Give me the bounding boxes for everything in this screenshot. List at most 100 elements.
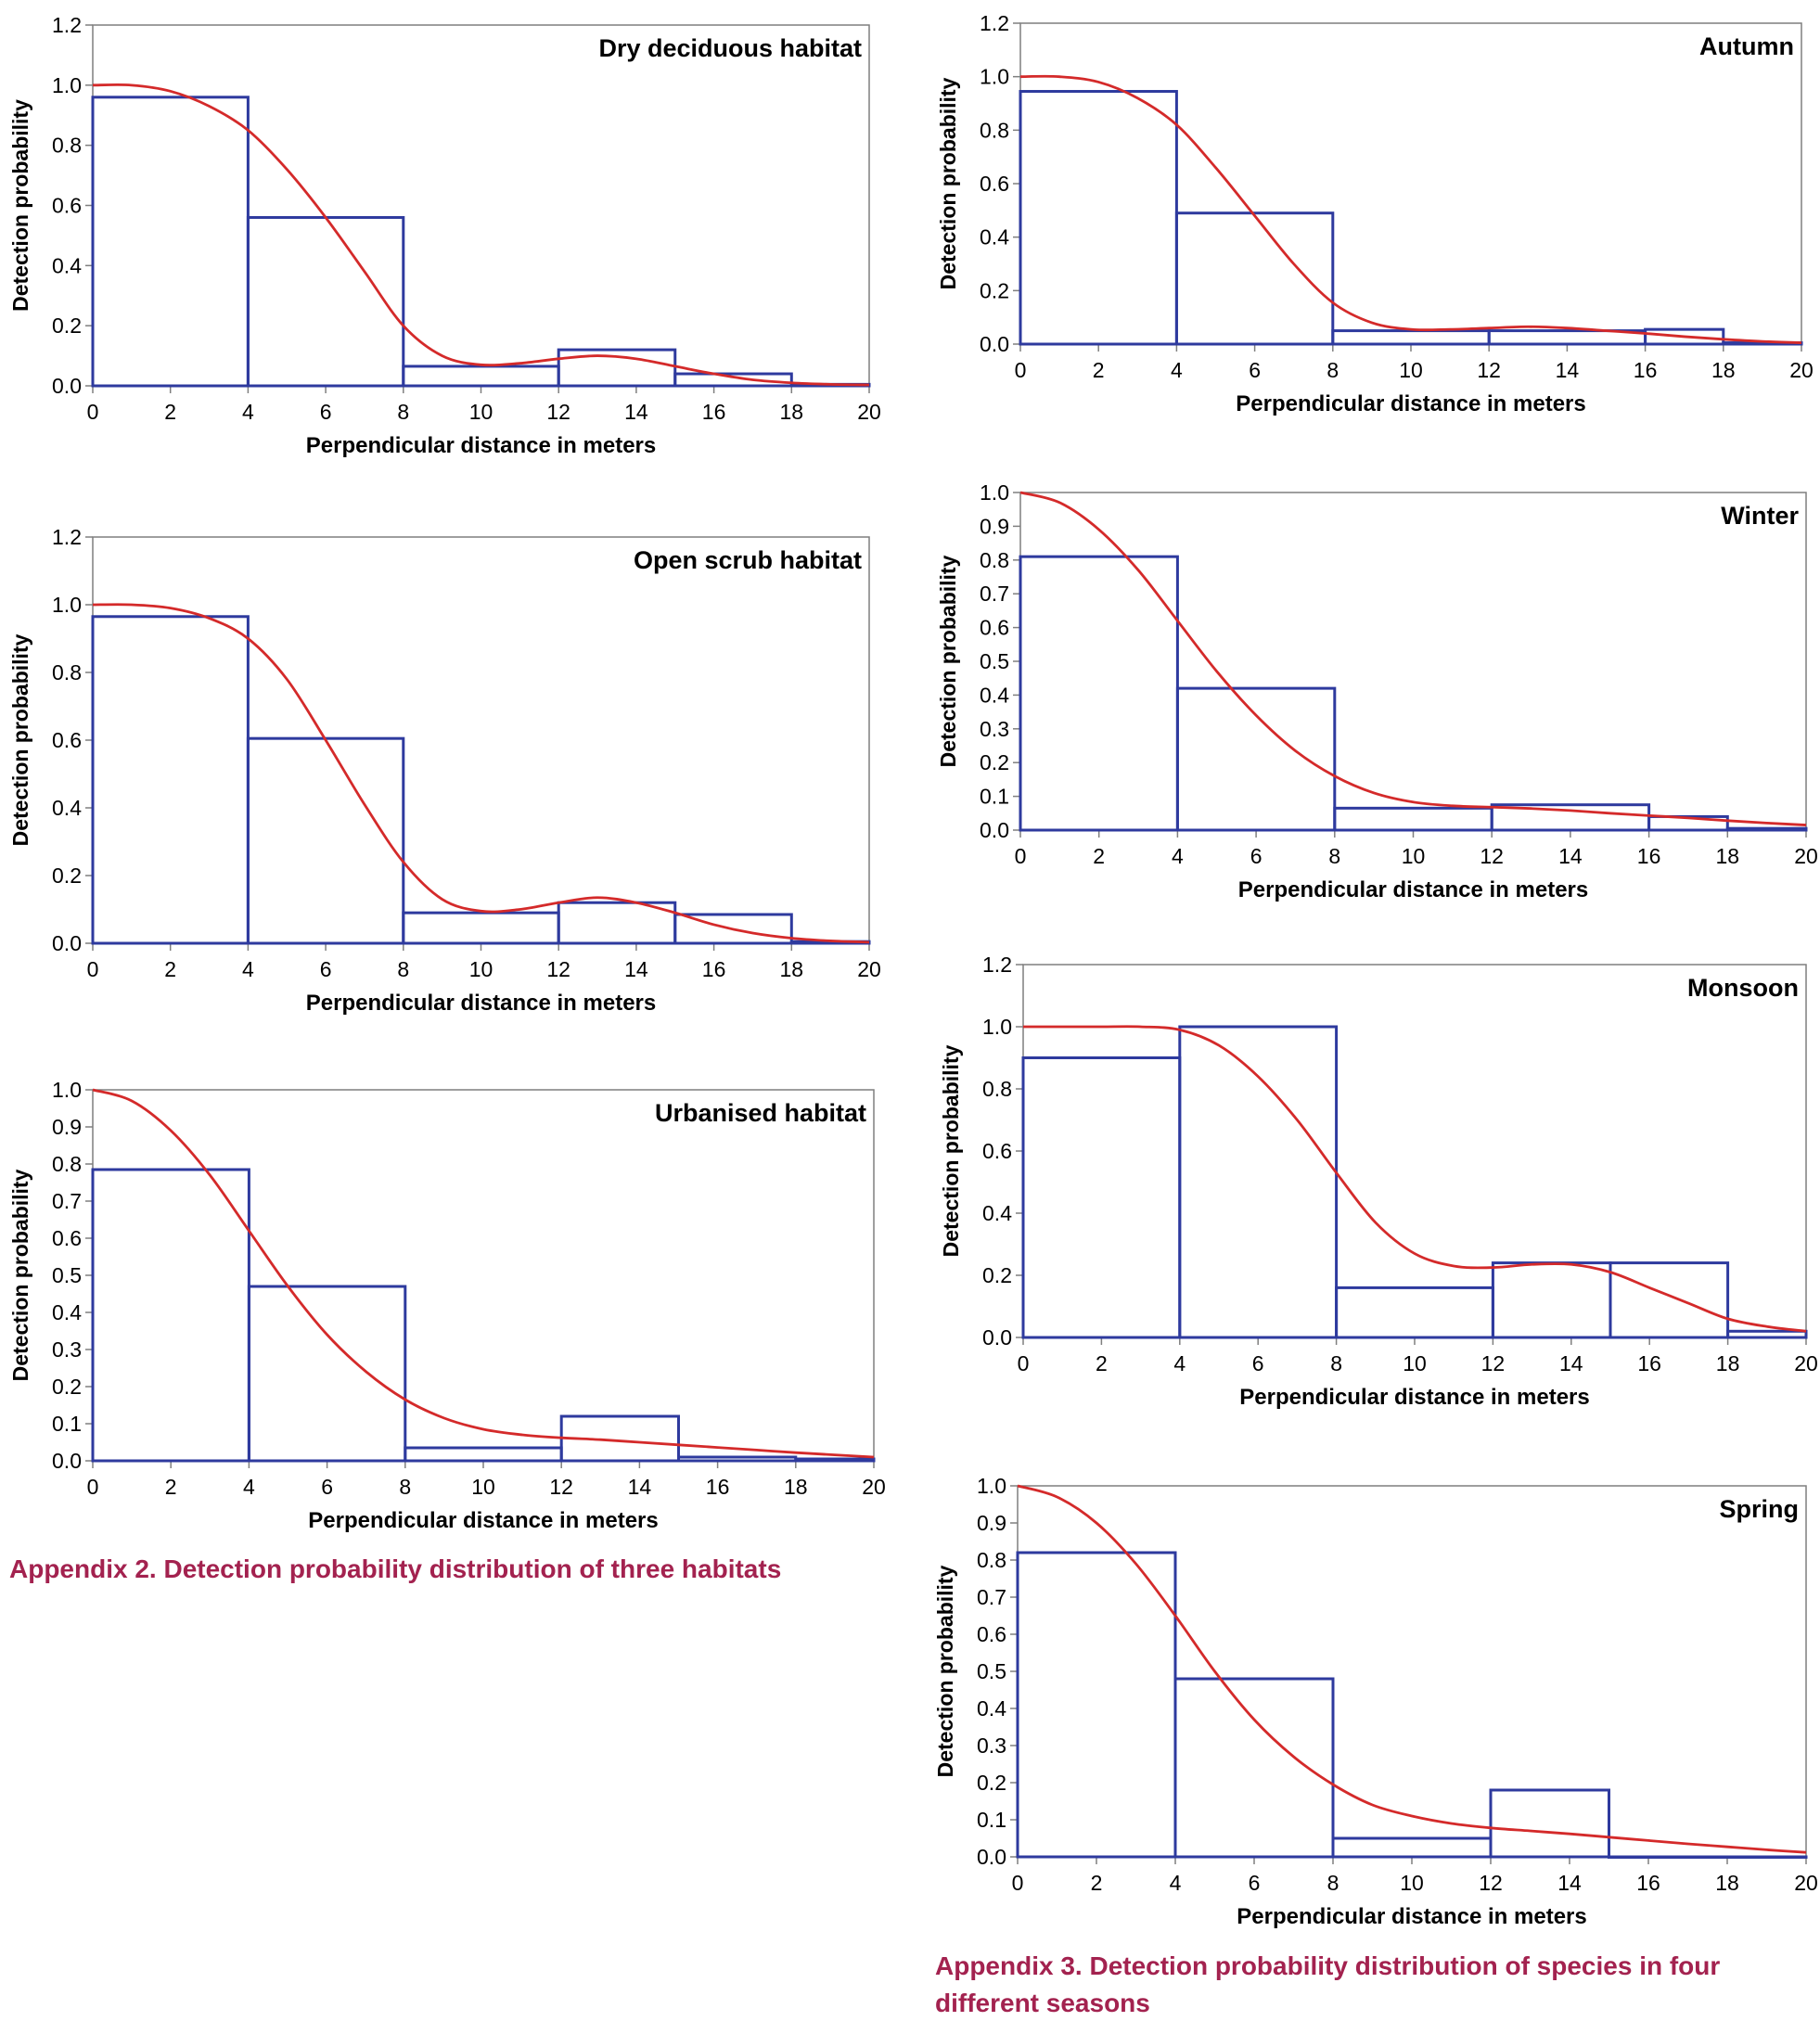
y-tick-label: 0.5 — [980, 649, 1009, 673]
x-tick-label: 18 — [780, 400, 804, 424]
y-tick-label: 0.8 — [982, 1077, 1012, 1101]
histogram-bar — [402, 911, 560, 945]
x-tick-label: 16 — [1634, 358, 1658, 382]
x-tick-label: 2 — [1093, 844, 1105, 868]
y-tick-label: 0.4 — [977, 1696, 1006, 1721]
histogram-bar — [1331, 1836, 1493, 1859]
x-tick-label: 2 — [165, 1475, 177, 1499]
y-tick-label: 0.1 — [52, 1412, 82, 1436]
x-tick-label: 14 — [1558, 844, 1583, 868]
y-tick-label: 0.4 — [980, 683, 1009, 707]
y-tick-label: 1.0 — [52, 73, 82, 97]
x-tick-label: 10 — [1402, 844, 1426, 868]
x-tick-label: 4 — [1170, 1871, 1182, 1895]
fitted-curve — [1023, 1025, 1807, 1333]
histogram-bar — [1016, 1551, 1177, 1859]
x-tick-label: 10 — [1403, 1351, 1427, 1375]
histogram-bar — [1175, 686, 1337, 832]
histogram-bar — [1609, 1261, 1730, 1339]
y-tick-label: 0.6 — [52, 1226, 82, 1250]
x-tick-label: 2 — [1096, 1351, 1108, 1375]
x-tick-label: 10 — [469, 400, 493, 424]
plot-frame — [1017, 1485, 1807, 1858]
y-tick-label: 0.7 — [980, 582, 1009, 606]
y-tick-label: 0.2 — [52, 313, 82, 338]
y-tick-label: 0.6 — [52, 728, 82, 752]
histogram-bar — [91, 615, 250, 945]
chart-1: 0.0 0.2 0.4 0.6 0.8 1.0 1.2 0 2 4 6 8 10 12 14 16 18 20 Dr… — [8, 13, 881, 458]
y-tick-label: 0.7 — [977, 1585, 1006, 1609]
histogram-bar — [794, 1457, 876, 1463]
x-tick-label: 18 — [1711, 358, 1736, 382]
y-tick-label: 0.8 — [52, 660, 82, 684]
x-tick-label: 6 — [1252, 1351, 1264, 1375]
x-axis-label: Perpendicular distance in meters — [1239, 1385, 1589, 1410]
x-tick-label: 4 — [1171, 358, 1183, 382]
chart-3: 0.0 0.1 0.2 0.3 0.4 0.5 0.6 0.7 0.8 0.9 1.0 0 2 4 6 8 10… — [8, 1078, 886, 1533]
x-tick-label: 12 — [1481, 1351, 1506, 1375]
histogram-bar — [91, 96, 250, 388]
x-tick-label: 20 — [857, 400, 881, 424]
histogram-bar — [402, 365, 560, 388]
x-tick-label: 14 — [1557, 1871, 1582, 1895]
x-tick-label: 12 — [1479, 1871, 1503, 1895]
y-tick-label: 0.8 — [52, 1152, 82, 1176]
fitted-curve — [92, 83, 870, 387]
x-tick-label: 16 — [1637, 1351, 1661, 1375]
x-tick-label: 4 — [242, 957, 254, 981]
histogram-bar — [673, 913, 793, 945]
x-tick-label: 20 — [857, 957, 881, 981]
y-tick-label: 1.0 — [52, 1078, 82, 1102]
y-tick-label: 0.8 — [977, 1548, 1006, 1572]
y-tick-label: 0.0 — [52, 1449, 82, 1473]
x-axis-label: Perpendicular distance in meters — [306, 991, 656, 1016]
plot-frame — [92, 24, 870, 387]
histogram-bar — [677, 1455, 798, 1463]
y-axis-label: Detection probability — [8, 633, 32, 846]
y-tick-label: 0.2 — [977, 1771, 1006, 1795]
x-tick-label: 6 — [1249, 1871, 1261, 1895]
y-tick-label: 0.9 — [980, 514, 1009, 538]
chart-title: Spring — [1720, 1495, 1800, 1523]
fitted-curve — [1019, 74, 1802, 344]
histogram-bar — [1019, 90, 1178, 346]
y-tick-label: 0.0 — [982, 1325, 1012, 1350]
y-tick-label: 0.2 — [52, 1375, 82, 1399]
x-tick-label: 6 — [320, 400, 332, 424]
x-axis-label: Perpendicular distance in meters — [1238, 877, 1588, 902]
x-tick-label: 8 — [399, 1475, 411, 1499]
x-tick-label: 2 — [164, 957, 176, 981]
x-tick-label: 18 — [784, 1475, 808, 1499]
x-tick-label: 14 — [624, 957, 648, 981]
x-axis-label: Perpendicular distance in meters — [306, 433, 656, 458]
x-tick-label: 12 — [549, 1475, 573, 1499]
y-tick-label: 0.0 — [52, 931, 82, 955]
appendix-3-caption: Appendix 3. Detection probability distri… — [935, 1951, 1721, 2017]
y-tick-label: 0.4 — [52, 1300, 82, 1324]
y-axis-label: Detection probability — [933, 1565, 957, 1777]
y-tick-label: 0.2 — [980, 750, 1009, 774]
x-tick-label: 8 — [1330, 1351, 1342, 1375]
x-tick-label: 0 — [1015, 844, 1027, 868]
y-tick-label: 0.2 — [980, 278, 1009, 302]
y-tick-label: 0.4 — [52, 253, 82, 277]
y-tick-label: 0.6 — [980, 616, 1009, 640]
y-tick-label: 1.0 — [982, 1015, 1012, 1039]
x-tick-label: 20 — [1789, 358, 1814, 382]
histogram-bar — [247, 1285, 407, 1463]
x-tick-label: 4 — [243, 1475, 255, 1499]
y-tick-label: 1.0 — [980, 480, 1009, 505]
x-tick-label: 18 — [1716, 844, 1740, 868]
fitted-curve — [1017, 1484, 1807, 1854]
chart-title: Open scrub habitat — [634, 546, 862, 574]
x-tick-label: 2 — [1093, 358, 1105, 382]
x-tick-label: 6 — [1250, 844, 1262, 868]
histogram-bar — [1608, 1855, 1729, 1859]
y-tick-label: 0.4 — [52, 796, 82, 820]
x-tick-label: 14 — [1559, 1351, 1583, 1375]
plot-frame — [1022, 964, 1807, 1338]
x-tick-label: 8 — [1327, 358, 1339, 382]
histogram-bar — [1019, 555, 1179, 832]
plot-frame — [1019, 492, 1807, 831]
